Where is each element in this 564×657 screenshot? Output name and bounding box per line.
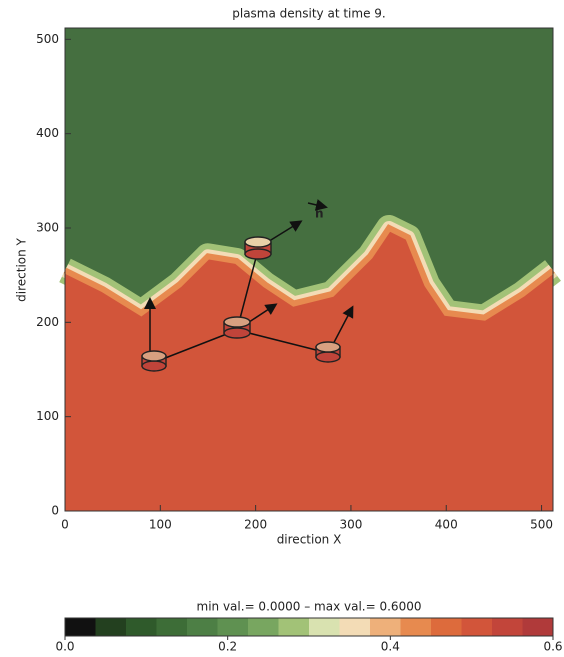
x-tick-label: 400 — [435, 518, 458, 532]
x-tick-label: 300 — [339, 518, 362, 532]
colorbar-swatch — [187, 618, 218, 636]
colorbar-swatch — [461, 618, 493, 636]
colorbar-tick-label: 0.2 — [218, 640, 237, 654]
y-tick-label: 400 — [36, 126, 59, 140]
plot-area — [59, 27, 561, 512]
interface — [63, 224, 555, 321]
chart-title: plasma density at time 9. — [232, 7, 385, 21]
x-tick-label: 100 — [149, 518, 172, 532]
x-tick-label: 0 — [61, 518, 69, 532]
plot-frame — [64, 27, 554, 512]
x-tick-label: 200 — [244, 518, 267, 532]
colorbar-swatch — [126, 618, 157, 636]
colorbar-swatch — [95, 618, 127, 636]
colorbar-swatch — [309, 618, 340, 636]
colorbar-swatch — [156, 618, 188, 636]
colorbar-swatch — [248, 618, 279, 636]
colorbar-swatch — [339, 618, 371, 636]
colorbar-tick-label: 0.0 — [55, 640, 74, 654]
y-tick-label: 0 — [51, 504, 59, 518]
colorbar-swatch — [278, 618, 310, 636]
spacecraft-drawing — [141, 199, 354, 372]
x-axis-label: direction X — [277, 533, 342, 547]
colorbar-frame — [64, 617, 554, 637]
colorbar-swatch — [400, 618, 432, 636]
y-tick-label: 500 — [36, 32, 59, 46]
y-tick-label: 300 — [36, 220, 59, 234]
colorbar-swatch — [65, 618, 96, 636]
colorbar-swatch — [370, 618, 401, 636]
lower-region — [65, 227, 553, 511]
colorbar-tick-label: 0.6 — [543, 640, 562, 654]
y-tick-label: 200 — [36, 315, 59, 329]
colorbar-label: min val.= 0.0000 – max val.= 0.6000 — [197, 600, 422, 614]
colorbar-swatch — [431, 618, 462, 636]
vector-label: n — [315, 207, 324, 221]
y-axis-label: direction Y — [15, 237, 29, 301]
colorbar-swatch — [522, 618, 554, 636]
colorbar-tick-label: 0.4 — [381, 640, 400, 654]
colorbar-swatch — [492, 618, 523, 636]
colorbar-swatch — [217, 618, 249, 636]
y-tick-label: 100 — [36, 409, 59, 423]
x-tick-label: 500 — [530, 518, 553, 532]
